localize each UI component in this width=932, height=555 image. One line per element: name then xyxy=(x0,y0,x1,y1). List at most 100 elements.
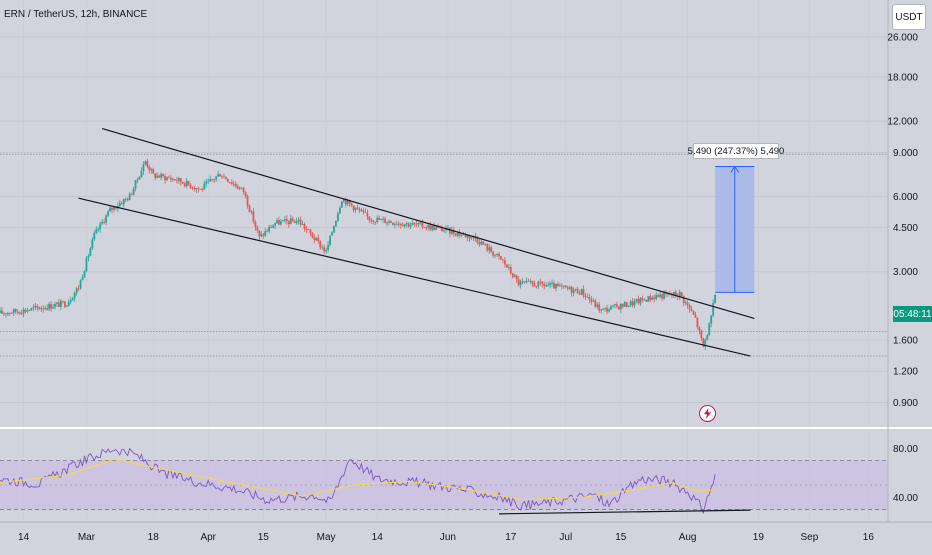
candle-body xyxy=(120,203,123,205)
trendline xyxy=(101,128,755,320)
measure-label: 5.490 (247.37%) 5,490 xyxy=(688,143,784,159)
candle-body xyxy=(232,183,235,185)
candle-body xyxy=(240,187,243,189)
candle-body xyxy=(14,309,17,312)
candle-body xyxy=(531,281,534,284)
candle-body xyxy=(386,222,388,224)
candle-body xyxy=(89,248,92,256)
candle-body xyxy=(649,296,652,300)
candle-body xyxy=(541,281,544,285)
candle-body xyxy=(276,219,278,224)
candle-body xyxy=(500,256,502,260)
candle-body xyxy=(702,338,705,347)
rsi-pane xyxy=(0,427,932,515)
measure-arrow-head xyxy=(730,165,740,173)
candle-body xyxy=(464,233,467,238)
candle-body xyxy=(523,281,526,283)
candle-body xyxy=(574,288,577,290)
candle-body xyxy=(484,244,487,245)
candle-body xyxy=(427,225,430,228)
candle-body xyxy=(175,180,178,182)
candle-body xyxy=(242,187,245,192)
candle-body xyxy=(150,169,153,171)
price-tick-label: 0.900 xyxy=(893,398,918,409)
candle-body xyxy=(122,199,125,205)
rsi-tick-label: 80.00 xyxy=(893,444,918,455)
candle-body xyxy=(44,307,47,309)
candle-body xyxy=(50,303,52,309)
candle-body xyxy=(517,279,520,286)
candle-body xyxy=(226,179,229,183)
candle-body xyxy=(258,230,261,237)
candle-body xyxy=(6,312,9,315)
candle-body xyxy=(692,311,695,315)
candle-body xyxy=(148,166,151,171)
candle-body xyxy=(0,310,1,314)
candle-body xyxy=(352,205,355,211)
candle-body xyxy=(374,221,377,223)
candle-body xyxy=(311,233,314,238)
rsi-line xyxy=(0,447,716,515)
candle-body xyxy=(63,301,66,307)
candle-body xyxy=(560,285,563,287)
candle-body xyxy=(564,285,567,288)
candle-body xyxy=(576,288,579,294)
candle-body xyxy=(454,233,457,236)
measure-tool xyxy=(715,165,755,293)
candle-body xyxy=(513,275,516,278)
candle-body xyxy=(443,230,445,232)
candle-body xyxy=(83,270,86,278)
candle-body xyxy=(382,218,384,220)
candle-body xyxy=(236,186,239,189)
candle-body xyxy=(588,297,591,300)
candle-body xyxy=(130,194,133,195)
candle-body xyxy=(107,211,109,216)
candle-body xyxy=(568,287,571,289)
candle-body xyxy=(132,188,135,195)
candle-body xyxy=(450,230,453,234)
candle-body xyxy=(134,180,137,189)
grid xyxy=(0,36,888,403)
candle-body xyxy=(600,309,603,311)
candle-body xyxy=(42,308,45,310)
candle-body xyxy=(321,247,324,249)
candle-body xyxy=(268,226,271,232)
candle-body xyxy=(696,317,699,328)
time-tick-label: Sep xyxy=(801,532,819,543)
candle-body xyxy=(562,285,565,287)
candle-body xyxy=(61,300,64,302)
currency-button[interactable]: USDT xyxy=(892,4,926,30)
candle-body xyxy=(54,303,56,308)
candle-body xyxy=(171,179,174,180)
candle-body xyxy=(629,301,632,306)
price-tick-label: 12.000 xyxy=(887,117,918,128)
candle-body xyxy=(399,223,402,226)
candle-body xyxy=(293,221,296,223)
candle-body xyxy=(101,221,104,224)
candle-body xyxy=(179,178,182,182)
candle-body xyxy=(466,235,469,238)
candle-body xyxy=(67,301,70,307)
candle-body xyxy=(331,232,333,236)
candle-body xyxy=(295,221,298,223)
candle-body xyxy=(533,283,536,287)
candle-body xyxy=(421,222,424,228)
candle-body xyxy=(413,222,416,224)
candle-body xyxy=(287,221,290,225)
candle-body xyxy=(659,294,662,297)
candle-body xyxy=(124,198,127,200)
price-tick-label: 9.000 xyxy=(893,148,918,159)
candle-body xyxy=(18,312,21,314)
candle-body xyxy=(397,223,400,225)
countdown-text: 05:48:11 xyxy=(893,308,932,320)
lightning-icon[interactable] xyxy=(699,405,716,422)
candle-body xyxy=(252,211,255,222)
candle-body xyxy=(215,176,218,180)
price-tick-label: 18.000 xyxy=(887,73,918,84)
price-tick-label: 1.200 xyxy=(893,367,918,378)
candle-body xyxy=(572,289,575,293)
candle-body xyxy=(348,199,351,204)
candle-body xyxy=(592,300,595,302)
